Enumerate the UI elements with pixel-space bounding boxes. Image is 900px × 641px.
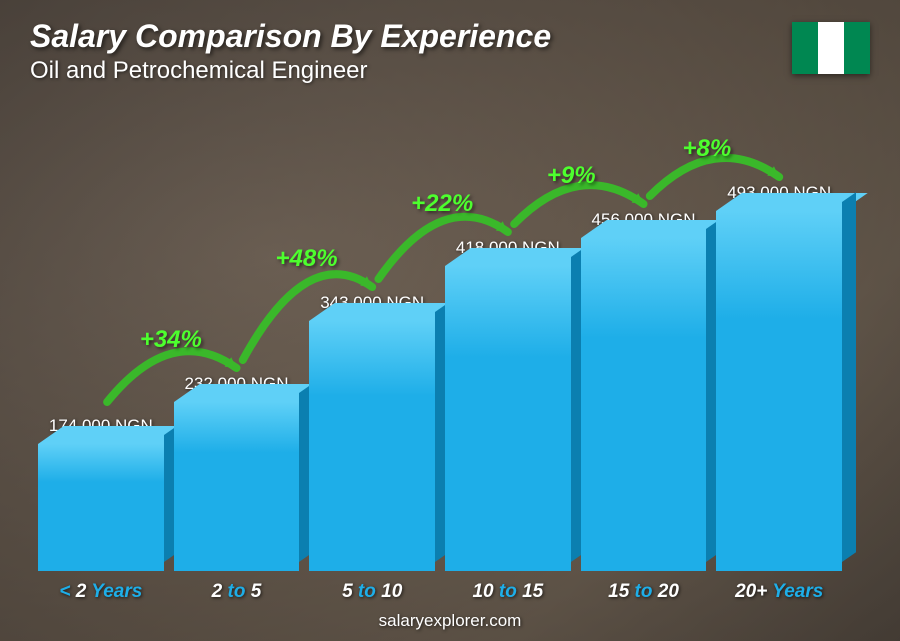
bar-front-face: [38, 444, 164, 571]
bar-group: 493,000 NGN20+ Years: [716, 183, 842, 571]
footer-attribution: salaryexplorer.com: [0, 611, 900, 631]
bar-x-label: 15 to 20: [608, 581, 679, 603]
bar-front-face: [581, 238, 707, 571]
bar: [445, 266, 571, 571]
bar-front-face: [445, 266, 571, 571]
bar: [38, 444, 164, 571]
page-title: Salary Comparison By Experience: [30, 18, 870, 55]
flag-stripe: [844, 22, 870, 74]
percent-increase-badge: +9%: [547, 162, 596, 190]
bar-group: 418,000 NGN10 to 15: [445, 238, 571, 571]
bar-x-label: 5 to 10: [342, 581, 402, 603]
country-flag-nigeria: [792, 22, 870, 74]
percent-increase-badge: +22%: [411, 190, 473, 218]
percent-increase-badge: +34%: [140, 326, 202, 354]
bar-group: 232,000 NGN2 to 5: [174, 374, 300, 571]
bar-front-face: [174, 402, 300, 571]
page-subtitle: Oil and Petrochemical Engineer: [30, 57, 870, 85]
flag-stripe: [792, 22, 818, 74]
bar-x-label: 20+ Years: [735, 581, 823, 603]
bar-side-face: [842, 192, 856, 562]
bar-x-label: < 2 Years: [59, 581, 142, 603]
bar: [309, 321, 435, 571]
bar: [581, 238, 707, 571]
bar-x-label: 10 to 15: [472, 581, 543, 603]
bar: [716, 211, 842, 571]
bar-group: 456,000 NGN15 to 20: [581, 210, 707, 571]
bar: [174, 402, 300, 571]
bar-x-label: 2 to 5: [212, 581, 262, 603]
bar-front-face: [716, 211, 842, 571]
flag-stripe: [818, 22, 844, 74]
bar-group: 343,000 NGN5 to 10: [309, 293, 435, 571]
header: Salary Comparison By Experience Oil and …: [30, 18, 870, 85]
percent-increase-badge: +48%: [275, 245, 337, 273]
bar-front-face: [309, 321, 435, 571]
percent-increase-badge: +8%: [683, 135, 732, 163]
bar-group: 174,000 NGN< 2 Years: [38, 416, 164, 571]
